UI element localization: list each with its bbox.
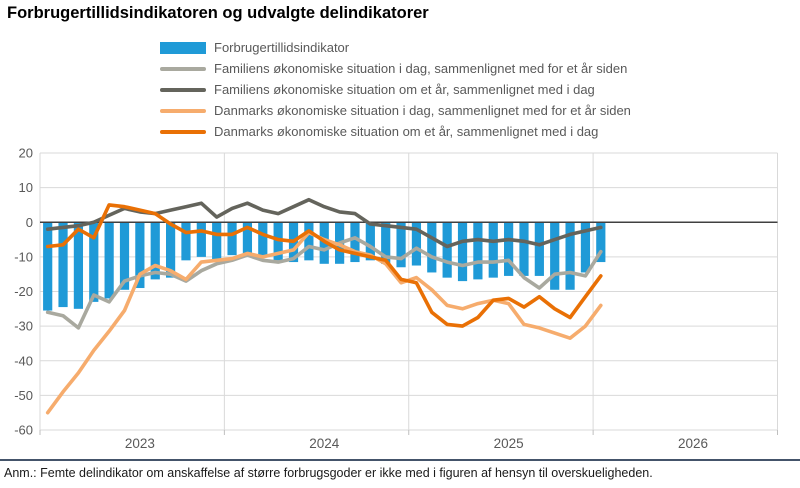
legend-swatch-color: [160, 66, 206, 71]
bar-2025-05: [473, 222, 483, 280]
legend-line-swatch: [160, 129, 206, 134]
bar-2023-07: [135, 222, 145, 289]
bar-2023-06: [119, 222, 130, 290]
y-axis-label: 10: [19, 180, 33, 195]
y-axis-label: -40: [14, 353, 33, 368]
bar-2025-04: [457, 222, 468, 282]
y-axis-label: -30: [14, 319, 33, 334]
legend-label: Familiens økonomiske situation i dag, sa…: [214, 61, 628, 76]
legend-item-3: Danmarks økonomiske situation i dag, sam…: [160, 100, 631, 121]
legend-label: Danmarks økonomiske situation i dag, sam…: [214, 103, 631, 118]
legend-swatch-color: [160, 129, 206, 134]
legend-swatch-color: [160, 87, 206, 92]
legend-swatch-color: [160, 41, 206, 54]
x-axis-label: 2024: [309, 436, 340, 451]
bar-2024-12: [396, 222, 406, 268]
bar-2024-11: [381, 222, 391, 264]
bar-2025-10: [550, 222, 560, 290]
bar-2023-12: [212, 222, 222, 261]
legend-line-swatch: [160, 108, 206, 113]
y-axis-label: -60: [14, 423, 33, 438]
y-axis-label: -50: [14, 388, 33, 403]
legend-line-swatch: [160, 87, 206, 92]
bar-2024-02: [242, 222, 253, 254]
bar-2024-10: [365, 222, 375, 261]
y-axis-label: 20: [19, 146, 33, 161]
legend-item-4: Danmarks økonomiske situation om et år, …: [160, 121, 631, 142]
bar-2024-01: [227, 222, 237, 256]
bar-2024-03: [258, 222, 268, 257]
bar-2023-04: [89, 222, 99, 302]
bar-2024-06: [304, 222, 314, 261]
bar-2025-02: [427, 222, 437, 273]
legend: Forbrugertillidsindikator Familiens økono…: [160, 37, 631, 142]
x-axis-label: 2026: [678, 436, 708, 451]
x-axis-label: 2025: [494, 436, 524, 451]
bar-2025-01: [411, 222, 422, 266]
footnote-divider: [0, 459, 800, 461]
line-series-3: [45, 203, 603, 328]
bar-2025-06: [488, 222, 498, 278]
bar-2025-09: [534, 222, 544, 276]
chart-plot: 20 10 0 -10 -20 -30 -40 -50 -60 2023 2024 2025 2026: [14, 146, 778, 451]
legend-label: Danmarks økonomiske situation om et år, …: [214, 124, 599, 139]
legend-item-1: Familiens økonomiske situation i dag, sa…: [160, 58, 631, 79]
bar-2023-09: [165, 222, 176, 278]
bar-2026-01: [596, 222, 606, 263]
y-axis-label: -10: [14, 249, 33, 264]
bar-2024-09: [350, 222, 360, 263]
bar-2025-08: [519, 222, 529, 276]
bar-2025-03: [442, 222, 452, 278]
bar-2023-05: [104, 222, 114, 299]
bar-2025-07: [504, 222, 514, 276]
legend-label: Forbrugertillidsindikator: [214, 40, 350, 55]
x-axis-label: 2023: [125, 436, 155, 451]
bar-2023-02: [58, 222, 68, 308]
legend-item-0: Forbrugertillidsindikator: [160, 37, 631, 58]
legend-label: Familiens økonomiske situation om et år,…: [214, 82, 595, 97]
legend-line-swatch: [160, 66, 206, 71]
y-axis-label: 0: [26, 215, 33, 230]
chart-title: Forbrugertillidsindikatoren og udvalgte …: [7, 4, 429, 22]
footnote-text: Anm.: Femte delindikator om anskaffelse …: [4, 466, 653, 480]
bar-2023-01: [43, 222, 53, 311]
bar-2025-11: [565, 222, 575, 290]
y-axis-label: -20: [14, 284, 33, 299]
legend-bar-swatch: [160, 41, 206, 54]
bar-2023-10: [181, 222, 191, 261]
legend-item-2: Familiens økonomiske situation om et år,…: [160, 79, 631, 100]
legend-swatch-color: [160, 108, 206, 113]
bar-2023-03: [73, 222, 84, 309]
bar-2023-11: [196, 222, 206, 257]
bar-2025-12: [580, 222, 591, 273]
bar-2023-08: [150, 222, 160, 280]
